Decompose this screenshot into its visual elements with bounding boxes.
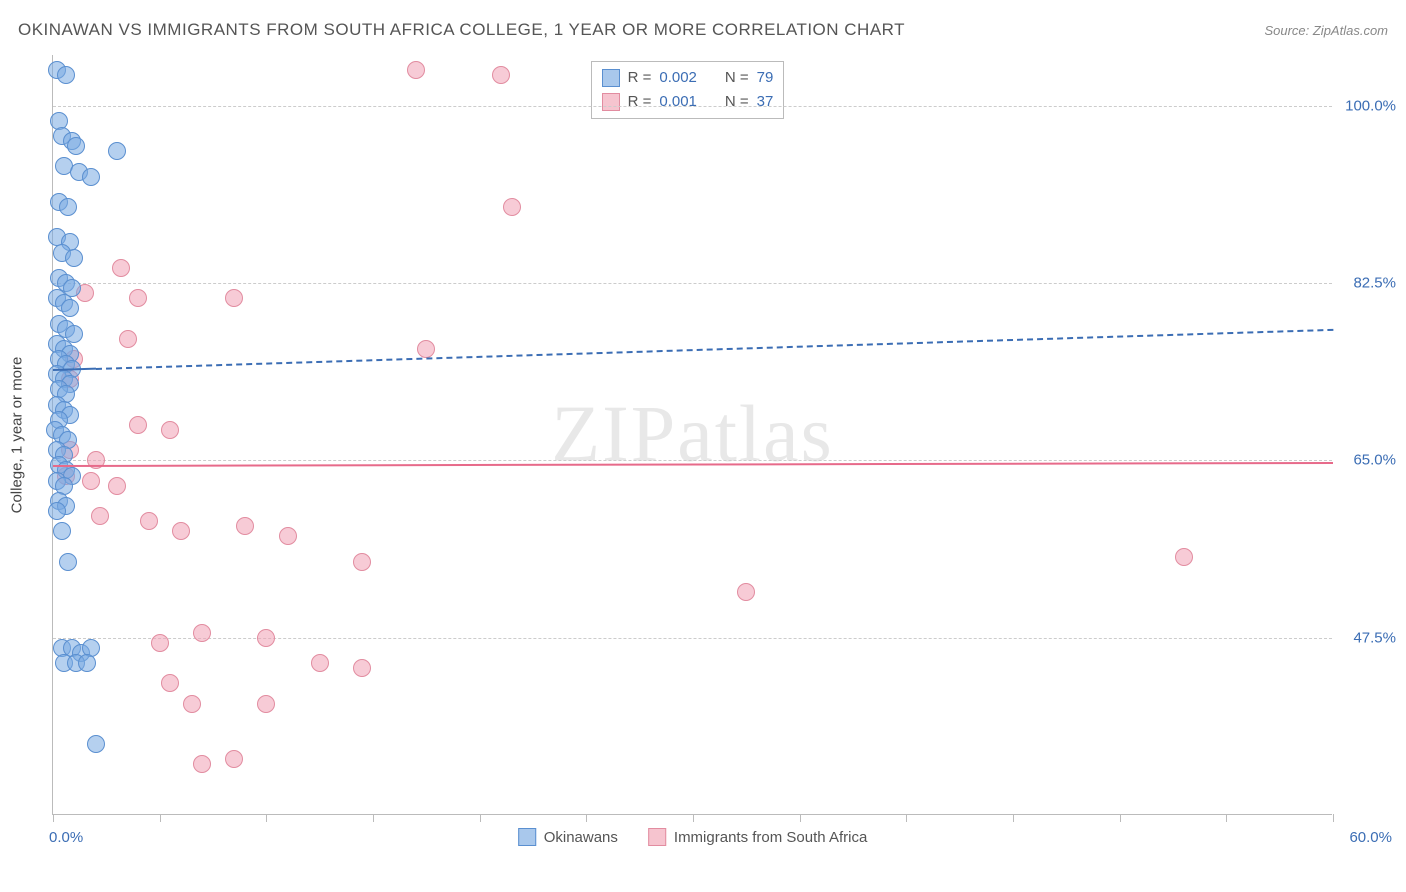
legend-swatch: [602, 69, 620, 87]
gridline: [53, 283, 1332, 284]
south-africa-point: [119, 330, 137, 348]
gridline: [53, 638, 1332, 639]
south-africa-point: [503, 198, 521, 216]
south-africa-point: [225, 289, 243, 307]
okinawan-point: [61, 299, 79, 317]
x-tick: [53, 814, 54, 822]
south-africa-point: [257, 629, 275, 647]
south-africa-point: [353, 553, 371, 571]
okinawan-point: [48, 502, 66, 520]
south-africa-point: [311, 654, 329, 672]
chart-title: OKINAWAN VS IMMIGRANTS FROM SOUTH AFRICA…: [18, 20, 905, 40]
okinawan-point: [53, 522, 71, 540]
south-africa-point: [91, 507, 109, 525]
stat-n-label: N =: [725, 90, 749, 114]
gridline: [53, 460, 1332, 461]
y-tick-label: 82.5%: [1353, 275, 1396, 292]
okinawan-point: [65, 325, 83, 343]
south-africa-point: [193, 755, 211, 773]
south-africa-point: [82, 472, 100, 490]
south-africa-trendline: [53, 462, 1333, 467]
stat-n-value: 79: [757, 66, 774, 90]
south-africa-point: [112, 259, 130, 277]
okinawan-trendline: [96, 329, 1333, 370]
south-africa-point: [257, 695, 275, 713]
okinawan-point: [59, 198, 77, 216]
y-tick-label: 100.0%: [1345, 97, 1396, 114]
stat-r-label: R =: [628, 66, 652, 90]
legend-label: Okinawans: [544, 829, 618, 846]
south-africa-point: [129, 416, 147, 434]
stat-n-label: N =: [725, 66, 749, 90]
x-tick: [160, 814, 161, 822]
south-africa-point: [737, 583, 755, 601]
south-africa-point: [236, 517, 254, 535]
stats-row: R = 0.002 N = 79: [602, 66, 774, 90]
okinawan-point: [65, 249, 83, 267]
south-africa-point: [225, 750, 243, 768]
south-africa-point: [417, 340, 435, 358]
okinawan-point: [87, 735, 105, 753]
y-axis-title: College, 1 year or more: [9, 356, 26, 513]
x-tick: [480, 814, 481, 822]
south-africa-point: [407, 61, 425, 79]
x-axis-max-label: 60.0%: [1349, 829, 1392, 846]
okinawan-point: [108, 142, 126, 160]
stat-n-value: 37: [757, 90, 774, 114]
x-tick: [1120, 814, 1121, 822]
chart-source: Source: ZipAtlas.com: [1264, 23, 1388, 38]
okinawan-point: [59, 553, 77, 571]
south-africa-point: [1175, 548, 1193, 566]
okinawan-point: [67, 137, 85, 155]
okinawan-point: [57, 66, 75, 84]
x-tick: [1013, 814, 1014, 822]
legend-item: Okinawans: [518, 828, 618, 846]
south-africa-point: [353, 659, 371, 677]
south-africa-point: [151, 634, 169, 652]
okinawan-point: [78, 654, 96, 672]
south-africa-point: [161, 674, 179, 692]
stat-r-value: 0.001: [659, 90, 697, 114]
x-tick: [693, 814, 694, 822]
legend-swatch: [648, 828, 666, 846]
gridline: [53, 106, 1332, 107]
stat-r-value: 0.002: [659, 66, 697, 90]
legend-swatch: [518, 828, 536, 846]
legend-swatch: [602, 93, 620, 111]
chart-plot-area: ZIPatlas College, 1 year or more 0.0% 60…: [52, 55, 1332, 815]
legend-item: Immigrants from South Africa: [648, 828, 867, 846]
south-africa-point: [193, 624, 211, 642]
south-africa-point: [108, 477, 126, 495]
x-tick: [373, 814, 374, 822]
south-africa-point: [492, 66, 510, 84]
y-tick-label: 47.5%: [1353, 629, 1396, 646]
x-tick: [906, 814, 907, 822]
south-africa-point: [161, 421, 179, 439]
south-africa-point: [140, 512, 158, 530]
x-axis-min-label: 0.0%: [49, 829, 83, 846]
stats-legend-box: R = 0.002 N = 79 R = 0.001 N = 37: [591, 61, 785, 119]
stats-row: R = 0.001 N = 37: [602, 90, 774, 114]
south-africa-point: [279, 527, 297, 545]
south-africa-point: [183, 695, 201, 713]
y-tick-label: 65.0%: [1353, 452, 1396, 469]
x-tick: [1226, 814, 1227, 822]
x-tick: [800, 814, 801, 822]
series-legend: Okinawans Immigrants from South Africa: [518, 828, 868, 846]
stat-r-label: R =: [628, 90, 652, 114]
x-tick: [586, 814, 587, 822]
south-africa-point: [129, 289, 147, 307]
x-tick: [266, 814, 267, 822]
x-tick: [1333, 814, 1334, 822]
okinawan-point: [82, 168, 100, 186]
south-africa-point: [172, 522, 190, 540]
watermark: ZIPatlas: [551, 389, 834, 480]
legend-label: Immigrants from South Africa: [674, 829, 867, 846]
